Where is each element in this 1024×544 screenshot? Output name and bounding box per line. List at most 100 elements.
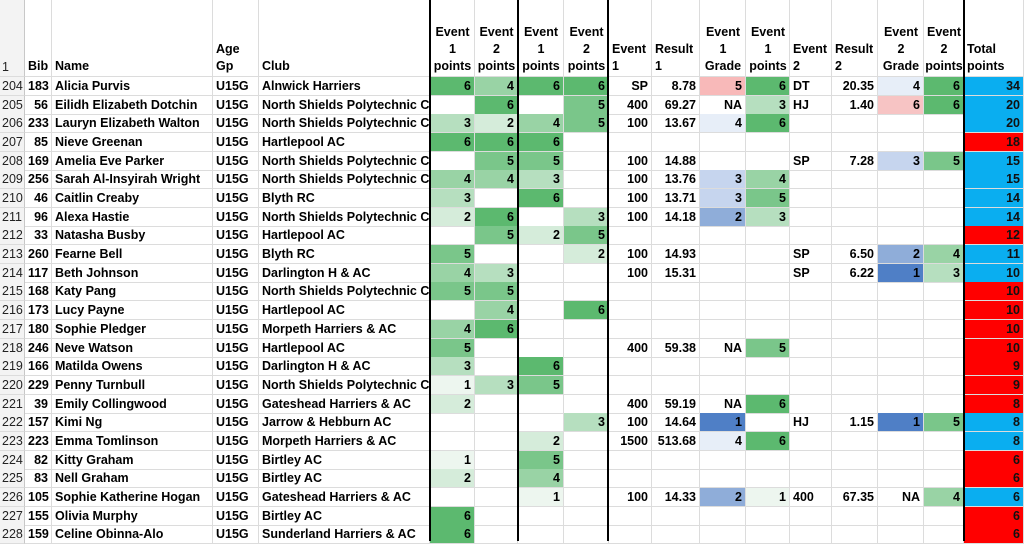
cell-g1[interactable]: 1 [700,413,746,433]
cell-p1[interactable] [746,282,790,302]
cell-total[interactable]: 20 [964,114,1024,134]
header-bib[interactable]: Bib [25,0,52,77]
cell-p2[interactable]: 5 [924,413,964,433]
cell-b2[interactable] [564,282,609,302]
cell-ev1[interactable] [609,319,652,339]
cell-bib[interactable]: 157 [25,413,52,433]
cell-ev1[interactable] [609,506,652,526]
cell-ev2[interactable] [790,431,832,451]
cell-a1[interactable]: 4 [430,263,475,283]
cell-a2[interactable]: 6 [475,319,518,339]
cell-res1[interactable] [652,226,700,246]
cell-g1[interactable]: 3 [700,189,746,209]
cell-bib[interactable]: 256 [25,170,52,190]
cell-g1[interactable] [700,263,746,283]
cell-res1[interactable]: 8.78 [652,77,700,96]
cell-name[interactable]: Kitty Graham [52,450,213,470]
cell-b1[interactable]: 6 [518,77,564,96]
cell-b2[interactable]: 5 [564,226,609,246]
cell-total[interactable]: 10 [964,263,1024,283]
cell-age[interactable]: U15G [213,450,259,470]
cell-club[interactable]: Morpeth Harriers & AC [259,431,430,451]
cell-res2[interactable]: 6.22 [832,263,878,283]
cell-ev1[interactable]: 100 [609,245,652,265]
cell-bib[interactable]: 33 [25,226,52,246]
cell-ev2[interactable] [790,133,832,153]
cell-g2[interactable] [878,301,924,321]
cell-total[interactable]: 20 [964,95,1024,115]
cell-name[interactable]: Katy Pang [52,282,213,302]
cell-p2[interactable] [924,506,964,526]
cell-res2[interactable] [832,469,878,489]
cell-ev2[interactable]: HJ [790,95,832,115]
cell-name[interactable]: Olivia Murphy [52,506,213,526]
cell-g2[interactable] [878,170,924,190]
cell-total[interactable]: 6 [964,506,1024,526]
row-number[interactable]: 225 [0,469,25,489]
cell-bib[interactable]: 85 [25,133,52,153]
cell-ev1[interactable]: SP [609,77,652,96]
cell-res1[interactable]: 13.76 [652,170,700,190]
cell-b2[interactable] [564,431,609,451]
cell-name[interactable]: Emma Tomlinson [52,431,213,451]
row-number[interactable]: 219 [0,357,25,377]
cell-ev1[interactable]: 100 [609,114,652,134]
cell-g2[interactable] [878,133,924,153]
cell-a1[interactable] [430,301,475,321]
cell-total[interactable]: 6 [964,487,1024,507]
cell-name[interactable]: Neve Watson [52,338,213,358]
cell-age[interactable]: U15G [213,506,259,526]
cell-res1[interactable]: 14.64 [652,413,700,433]
cell-b2[interactable] [564,469,609,489]
cell-a1[interactable] [430,413,475,433]
cell-b2[interactable]: 3 [564,207,609,227]
cell-p1[interactable] [746,301,790,321]
cell-ev1[interactable] [609,357,652,377]
cell-res2[interactable] [832,450,878,470]
cell-name[interactable]: Emily Collingwood [52,394,213,414]
cell-name[interactable]: Sophie Pledger [52,319,213,339]
cell-total[interactable]: 9 [964,375,1024,395]
cell-age[interactable]: U15G [213,170,259,190]
cell-ev2[interactable] [790,338,832,358]
row-number[interactable]: 220 [0,375,25,395]
cell-name[interactable]: Alexa Hastie [52,207,213,227]
cell-ev2[interactable] [790,282,832,302]
row-number[interactable]: 223 [0,431,25,451]
cell-g1[interactable]: 2 [700,207,746,227]
cell-ev1[interactable]: 100 [609,413,652,433]
cell-name[interactable]: Celine Obinna-Alo [52,525,213,544]
cell-b2[interactable] [564,357,609,377]
cell-b2[interactable]: 6 [564,301,609,321]
cell-g1[interactable] [700,133,746,153]
cell-g1[interactable] [700,469,746,489]
cell-total[interactable]: 6 [964,525,1024,544]
cell-bib[interactable]: 246 [25,338,52,358]
cell-a2[interactable] [475,338,518,358]
cell-g1[interactable] [700,301,746,321]
cell-g2[interactable] [878,375,924,395]
cell-a2[interactable] [475,245,518,265]
cell-b1[interactable]: 4 [518,114,564,134]
cell-club[interactable]: Hartlepool AC [259,301,430,321]
cell-ev2[interactable] [790,170,832,190]
cell-b1[interactable]: 5 [518,151,564,171]
row-number[interactable]: 208 [0,151,25,171]
cell-ev2[interactable]: SP [790,245,832,265]
cell-name[interactable]: Fearne Bell [52,245,213,265]
cell-b1[interactable]: 6 [518,133,564,153]
cell-b1[interactable]: 2 [518,431,564,451]
cell-b2[interactable]: 5 [564,114,609,134]
cell-name[interactable]: Eilidh Elizabeth Dotchin [52,95,213,115]
cell-g2[interactable] [878,357,924,377]
cell-g1[interactable]: 5 [700,77,746,96]
cell-p2[interactable] [924,375,964,395]
cell-bib[interactable]: 155 [25,506,52,526]
cell-p1[interactable]: 6 [746,431,790,451]
cell-p2[interactable] [924,301,964,321]
cell-ev1[interactable] [609,525,652,544]
cell-p1[interactable] [746,450,790,470]
cell-a1[interactable]: 6 [430,133,475,153]
cell-a2[interactable]: 5 [475,226,518,246]
cell-ev1[interactable] [609,226,652,246]
